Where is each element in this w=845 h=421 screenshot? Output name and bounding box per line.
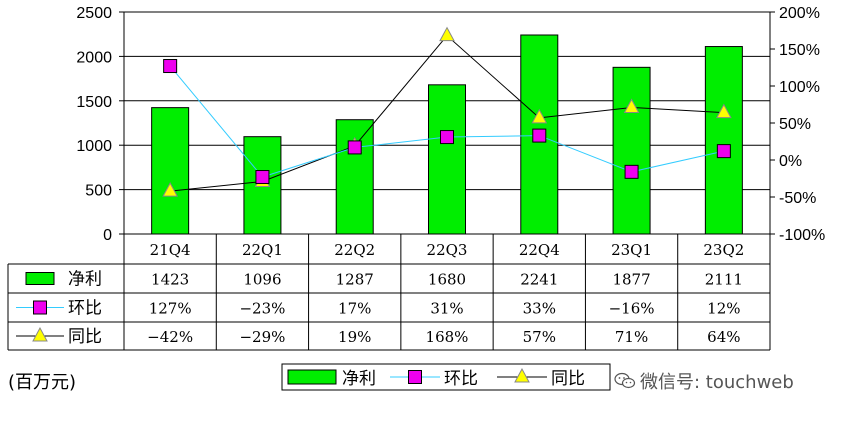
point-2-23Q2	[716, 103, 732, 119]
data-label: 71%	[615, 328, 648, 346]
legend-label: 净利	[342, 369, 376, 389]
bar-23Q1	[612, 66, 651, 235]
right-tick-label: 200%	[779, 5, 820, 22]
data-label: 31%	[430, 300, 463, 318]
bar-21Q4	[151, 107, 190, 235]
data-label: 168%	[426, 328, 469, 346]
point-1-22Q2	[347, 140, 362, 155]
data-label: 2111	[705, 271, 743, 289]
row-key-marker-2	[32, 326, 48, 342]
data-label: 17%	[338, 300, 371, 318]
data-label: 1877	[612, 271, 650, 289]
data-label: 1680	[428, 271, 466, 289]
data-label: 1423	[151, 271, 189, 289]
legend-marker-1	[408, 370, 422, 384]
left-tick-label: 500	[85, 183, 112, 200]
data-label: −16%	[609, 300, 655, 318]
data-label: 64%	[707, 328, 740, 346]
right-tick-label: 150%	[779, 42, 820, 59]
point-1-23Q2	[716, 144, 731, 159]
legend-swatch	[287, 369, 337, 385]
data-label: 12%	[707, 300, 740, 318]
point-2-23Q1	[623, 98, 640, 113]
point-2-22Q3	[439, 26, 455, 42]
data-label: 19%	[338, 328, 371, 346]
point-1-22Q1	[255, 170, 270, 185]
data-label: 1287	[336, 271, 374, 289]
data-label: 57%	[523, 328, 556, 346]
point-2-21Q4	[162, 182, 178, 197]
legend-label: 环比	[444, 369, 478, 389]
point-1-22Q3	[440, 130, 454, 145]
data-label: −42%	[147, 328, 193, 346]
left-tick-label: 1500	[76, 94, 112, 111]
legend-marker-2	[514, 367, 530, 383]
legend-box	[281, 363, 611, 391]
category-label: 22Q4	[519, 241, 560, 259]
data-label: −23%	[239, 300, 285, 318]
watermark-text: 微信号: touchweb	[640, 372, 794, 393]
data-label: 1096	[243, 271, 281, 289]
bar-22Q2	[335, 119, 374, 235]
row-key-marker-0	[25, 272, 55, 285]
row-label: 同比	[68, 327, 102, 347]
wechat-icon	[614, 372, 636, 389]
data-label: 33%	[523, 300, 556, 318]
watermark: 微信号: touchweb	[614, 368, 794, 394]
data-label: 127%	[149, 300, 192, 318]
unit-note: (百万元)	[8, 372, 77, 393]
category-label: 22Q1	[242, 241, 283, 259]
left-tick-label: 2000	[76, 49, 112, 66]
point-1-21Q4	[163, 59, 178, 74]
bar-23Q2	[704, 46, 743, 235]
row-label: 净利	[68, 270, 102, 290]
data-label: −29%	[239, 328, 285, 346]
category-label: 21Q4	[150, 241, 191, 259]
category-label: 23Q1	[611, 241, 652, 259]
left-tick-label: 0	[103, 227, 112, 244]
category-label: 22Q3	[427, 241, 468, 259]
left-tick-label: 2500	[76, 5, 112, 22]
legend: 净利 环比 同比	[281, 363, 611, 391]
row-key-marker-1	[33, 300, 47, 315]
category-label: 22Q2	[334, 241, 375, 259]
category-label: 23Q2	[703, 241, 744, 259]
right-tick-label: 50%	[779, 116, 811, 133]
legend-label: 同比	[551, 369, 585, 389]
right-tick-label: 0%	[779, 153, 802, 170]
left-tick-label: 1000	[76, 138, 112, 155]
right-tick-label: 100%	[779, 79, 820, 96]
point-1-23Q1	[624, 164, 639, 179]
right-tick-label: -50%	[779, 190, 816, 207]
point-2-22Q4	[531, 108, 548, 124]
right-tick-label: -100%	[779, 227, 825, 244]
row-label: 环比	[68, 299, 102, 319]
bar-22Q3	[428, 84, 466, 235]
point-1-22Q4	[532, 128, 547, 143]
data-label: 2241	[520, 271, 558, 289]
